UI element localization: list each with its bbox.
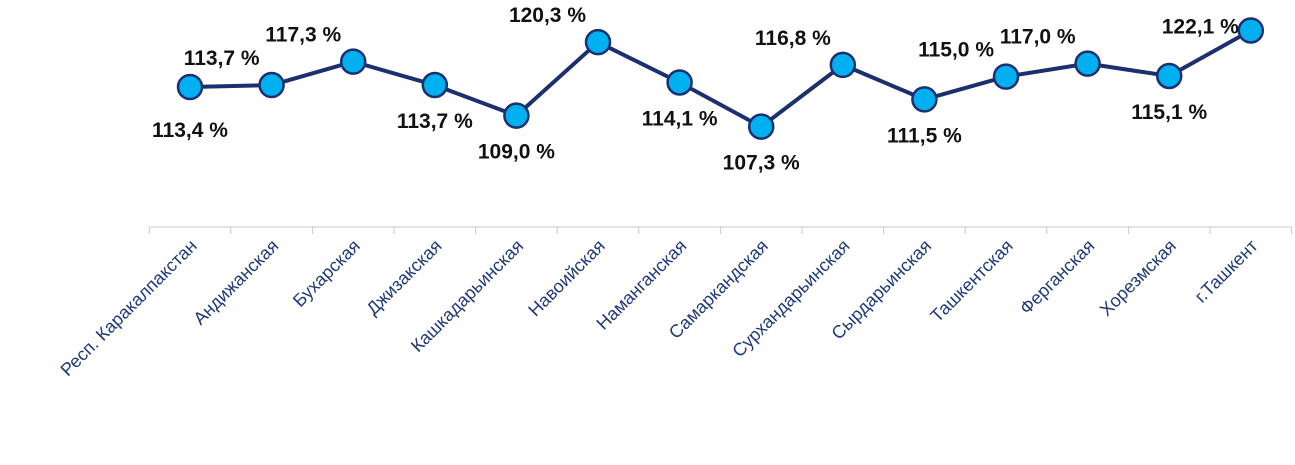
category-label: Хорезмская: [1096, 236, 1180, 320]
data-point: [992, 63, 1020, 90]
data-label: 109,0 %: [478, 141, 555, 164]
data-point: [503, 102, 530, 129]
data-point: [421, 71, 449, 99]
data-point: [1237, 17, 1265, 44]
category-label: Навоийская: [524, 236, 609, 321]
category-label: Бухарская: [289, 236, 364, 311]
x-axis: [148, 226, 1293, 234]
data-point: [339, 48, 367, 75]
category-label: Ферганская: [1016, 236, 1099, 319]
data-point: [1155, 62, 1183, 90]
data-point: [666, 69, 693, 96]
data-label: 115,1 %: [1131, 101, 1207, 124]
data-point: [258, 71, 285, 99]
data-point: [176, 73, 204, 101]
series-line-group: [189, 28, 1252, 129]
data-label: 111,5 %: [887, 124, 962, 147]
data-label: 113,7 %: [184, 47, 260, 70]
category-label: Джизакская: [362, 236, 445, 319]
data-label: 117,3 %: [265, 24, 341, 47]
category-label: Андижанская: [189, 236, 282, 329]
data-label: 115,0 %: [918, 39, 994, 62]
series-line: [189, 28, 1252, 129]
data-point: [747, 113, 775, 140]
data-point: [584, 28, 612, 56]
data-labels: 113,4 %113,7 %117,3 %113,7 %109,0 %120,3…: [152, 4, 1239, 175]
data-label: 117,0 %: [1000, 26, 1076, 49]
data-point: [1074, 50, 1101, 77]
data-point: [911, 86, 938, 113]
data-label: 114,1 %: [642, 107, 718, 130]
category-label: Респ. Каракалпакстан: [57, 236, 201, 380]
category-label: Ташкентская: [926, 236, 1016, 326]
data-point: [829, 51, 857, 79]
category-label: г.Ташкент: [1191, 236, 1262, 307]
data-label: 120,3 %: [509, 4, 586, 27]
data-label: 122,1 %: [1162, 15, 1239, 38]
data-points: [176, 17, 1265, 140]
data-label: 107,3 %: [723, 152, 800, 175]
data-label: 113,4 %: [152, 119, 228, 142]
data-label: 116,8 %: [755, 27, 831, 50]
data-label: 113,7 %: [397, 110, 473, 133]
